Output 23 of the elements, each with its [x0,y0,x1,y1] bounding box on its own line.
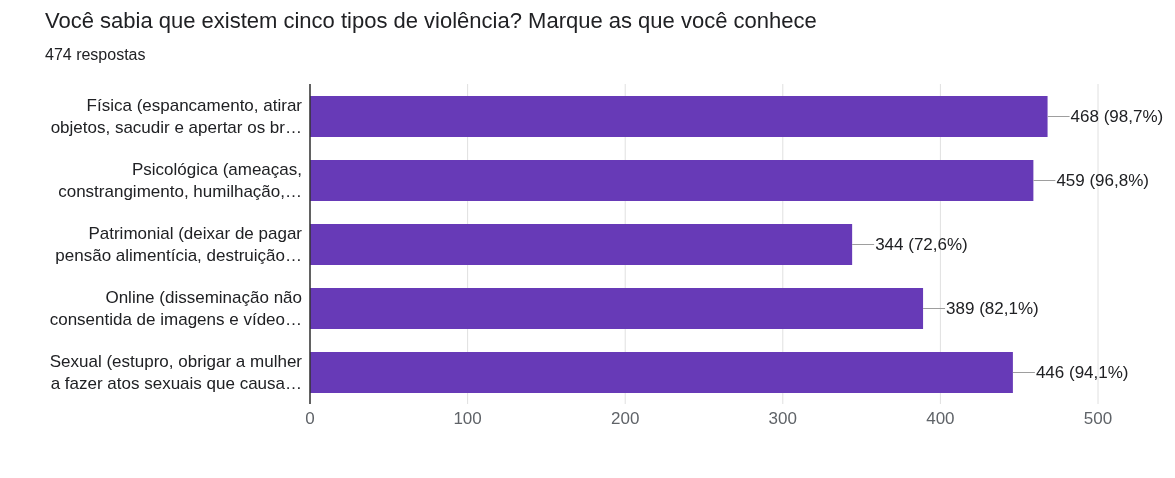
text: 474 respostas [45,46,147,64]
data-label: 446 (94,1%) [1035,363,1129,382]
y-tick-label: Online (disseminação não consentida de imagens e vídeo… [49,287,302,329]
data-label: 459 (96,8%) [1056,171,1150,190]
bar [310,288,924,329]
x-tick-label: 200 [611,409,640,429]
x-tick-label: 0 [305,409,315,429]
y-tick-label: Sexual (estupro, obrigar a mulher a fazer atos sexuais que causa… [49,351,303,393]
data-label: 389 (82,1%) [946,299,1039,318]
bar [310,352,1013,393]
data-label: 468 (98,7%) [1070,107,1164,126]
y-tick-label: Patrimonial (deixar de pagar pensão alimentícia, destruição… [55,223,303,265]
y-tick-label: Física (espancamento, atirar objetos, sacudir e apertar os br… [50,95,303,137]
data-label: 344 (72,6%) [875,235,968,254]
bar [310,160,1034,201]
y-tick-label: Psicológica (ameaças, constrangimento, humilhação,… [58,159,302,201]
x-tick-label: 500 [1083,409,1113,429]
chart-title: Você sabia que existem cinco tipos de violência? Marque as que você conhece [45,8,818,34]
bar [310,96,1048,137]
x-tick-label: 400 [926,409,955,429]
x-tick-label: 100 [453,409,482,429]
x-tick-label: 300 [768,409,797,429]
bar [310,224,853,265]
